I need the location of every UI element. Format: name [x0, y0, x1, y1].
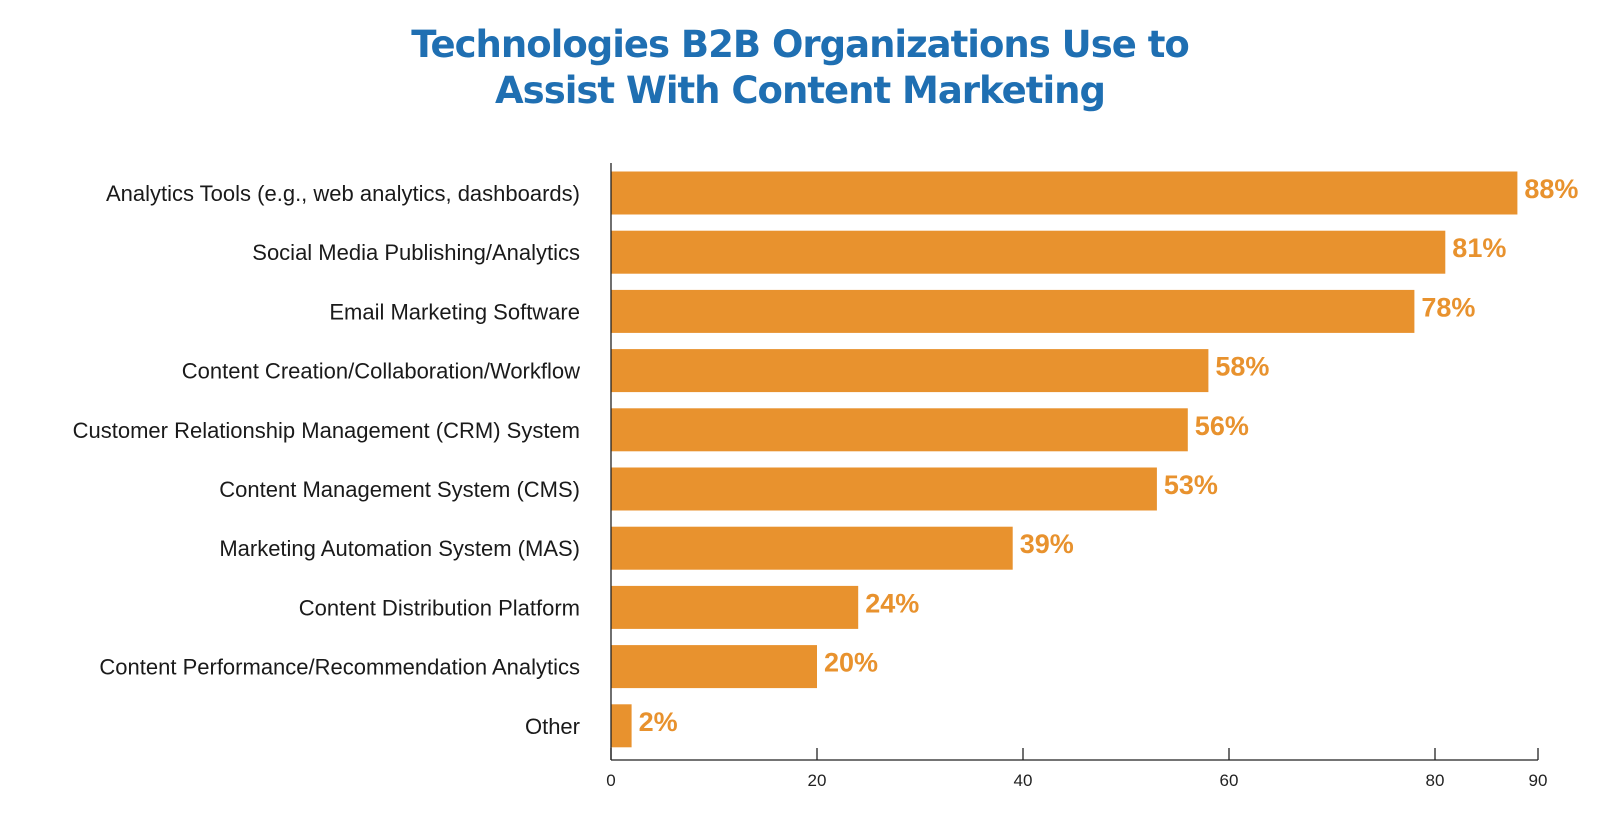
value-label: 81% [1452, 233, 1506, 263]
category-label: Content Management System (CMS) [219, 477, 580, 502]
bar-row: Analytics Tools (e.g., web analytics, da… [106, 171, 1578, 215]
bars-layer: Analytics Tools (e.g., web analytics, da… [73, 171, 1578, 748]
x-tick-label: 60 [1220, 771, 1239, 790]
category-label: Content Creation/Collaboration/Workflow [182, 359, 580, 384]
chart-title-line-2: Assist With Content Marketing [495, 69, 1106, 112]
bar [611, 408, 1188, 452]
category-label: Customer Relationship Management (CRM) S… [73, 418, 580, 443]
category-label: Content Distribution Platform [299, 595, 580, 620]
bar-row: Other 2% [525, 704, 678, 748]
x-tick-label: 40 [1014, 771, 1033, 790]
value-label: 78% [1421, 292, 1475, 322]
bar-row: Content Creation/Collaboration/Workflow 5… [182, 349, 1269, 393]
x-axis: 0 20 40 60 80 90 [606, 163, 1547, 790]
x-tick-label: 0 [606, 771, 615, 790]
category-label: Content Performance/Recommendation Analy… [99, 655, 580, 680]
x-tick-label: 90 [1529, 771, 1548, 790]
value-label: 58% [1215, 352, 1269, 382]
category-label: Email Marketing Software [329, 299, 580, 324]
bar-row: Content Distribution Platform 24% [299, 585, 919, 629]
value-label: 56% [1195, 411, 1249, 441]
value-label: 2% [639, 707, 678, 737]
bar [611, 704, 632, 748]
chart-title: Technologies B2B Organizations Use to As… [0, 22, 1600, 114]
bar-row: Social Media Publishing/Analytics 81% [252, 230, 1506, 274]
value-label: 88% [1524, 174, 1578, 204]
bar [611, 526, 1013, 570]
bar-row: Content Management System (CMS) 53% [219, 467, 1218, 511]
category-label: Other [525, 714, 580, 739]
bar [611, 349, 1209, 393]
x-tick-label: 80 [1426, 771, 1445, 790]
bar-row: Customer Relationship Management (CRM) S… [73, 408, 1249, 452]
category-label: Social Media Publishing/Analytics [252, 240, 580, 265]
bar [611, 289, 1415, 333]
category-label: Analytics Tools (e.g., web analytics, da… [106, 181, 580, 206]
category-label: Marketing Automation System (MAS) [219, 536, 580, 561]
bar [611, 645, 817, 689]
value-label: 20% [824, 648, 878, 678]
bar [611, 467, 1157, 511]
bar-row: Content Performance/Recommendation Analy… [99, 645, 878, 689]
bar-row: Marketing Automation System (MAS) 39% [219, 526, 1074, 570]
value-label: 39% [1020, 529, 1074, 559]
value-label: 24% [865, 588, 919, 618]
chart-title-line-1: Technologies B2B Organizations Use to [411, 23, 1190, 66]
bar [611, 585, 859, 629]
bar-row: Email Marketing Software 78% [329, 289, 1475, 333]
x-tick-label: 20 [808, 771, 827, 790]
bar [611, 230, 1446, 274]
value-label: 53% [1164, 470, 1218, 500]
bar [611, 171, 1518, 215]
